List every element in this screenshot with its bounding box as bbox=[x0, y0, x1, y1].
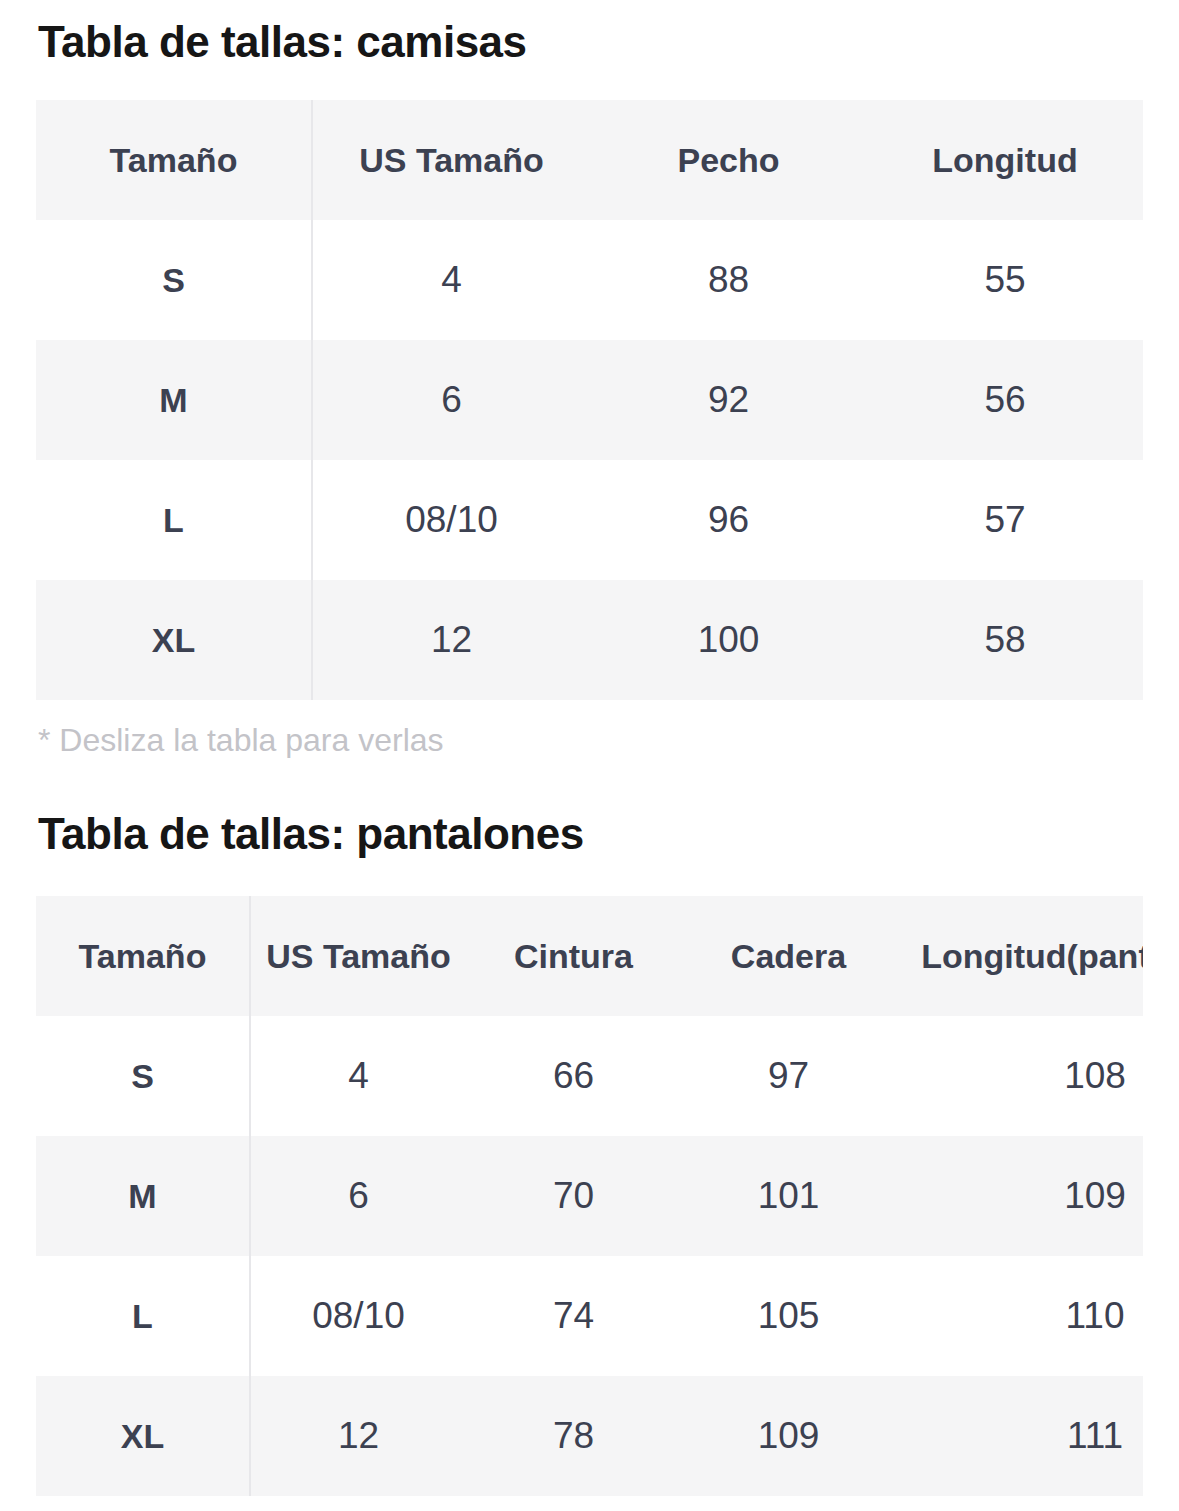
measurement-cell: 55 bbox=[867, 220, 1143, 340]
column-header: Tamaño bbox=[36, 100, 313, 220]
measurement-cell: 66 bbox=[466, 1016, 681, 1136]
size-label-cell: S bbox=[36, 1016, 251, 1136]
size-label-cell: XL bbox=[36, 1376, 251, 1496]
measurement-cell: 111 bbox=[896, 1376, 1143, 1496]
measurement-cell: 58 bbox=[867, 580, 1143, 700]
pants-table-scroll-area[interactable]: TamañoUS TamañoCinturaCaderaLongitud(pan… bbox=[36, 896, 1143, 1496]
size-label-cell: M bbox=[36, 1136, 251, 1256]
size-label-cell: L bbox=[36, 1256, 251, 1376]
measurement-cell: 74 bbox=[466, 1256, 681, 1376]
table-row: XL1210058 bbox=[36, 580, 1143, 700]
shirts-table-scroll-area[interactable]: TamañoUS TamañoPechoLongitudS48855M69256… bbox=[36, 100, 1143, 700]
measurement-cell: 6 bbox=[251, 1136, 466, 1256]
table-row: S48855 bbox=[36, 220, 1143, 340]
pants-section-title: Tabla de tallas: pantalones bbox=[38, 808, 1141, 860]
size-label-cell: L bbox=[36, 460, 313, 580]
table-row: M69256 bbox=[36, 340, 1143, 460]
measurement-cell: 96 bbox=[590, 460, 867, 580]
measurement-cell: 57 bbox=[867, 460, 1143, 580]
measurement-cell: 56 bbox=[867, 340, 1143, 460]
measurement-cell: 101 bbox=[681, 1136, 896, 1256]
measurement-cell: 100 bbox=[590, 580, 867, 700]
measurement-cell: 6 bbox=[313, 340, 590, 460]
measurement-cell: 105 bbox=[681, 1256, 896, 1376]
measurement-cell: 88 bbox=[590, 220, 867, 340]
measurement-cell: 108 bbox=[896, 1016, 1143, 1136]
table-row: XL1278109111 bbox=[36, 1376, 1143, 1496]
table-row: L08/1074105110 bbox=[36, 1256, 1143, 1376]
shirts-section-title: Tabla de tallas: camisas bbox=[38, 16, 1141, 68]
measurement-cell: 4 bbox=[251, 1016, 466, 1136]
pants-section: Tabla de tallas: pantalones TamañoUS Tam… bbox=[0, 808, 1179, 1496]
measurement-cell: 78 bbox=[466, 1376, 681, 1496]
size-label-cell: XL bbox=[36, 580, 313, 700]
table-row: S46697108 bbox=[36, 1016, 1143, 1136]
size-guide-page: Tabla de tallas: camisas TamañoUS Tamaño… bbox=[0, 0, 1179, 1511]
table-row: L08/109657 bbox=[36, 460, 1143, 580]
shirts-section: Tabla de tallas: camisas TamañoUS Tamaño… bbox=[0, 16, 1179, 759]
column-header: Longitud bbox=[867, 100, 1143, 220]
measurement-cell: 08/10 bbox=[313, 460, 590, 580]
column-header: Tamaño bbox=[36, 896, 251, 1016]
column-header: Cadera bbox=[681, 896, 896, 1016]
swipe-table-note: * Desliza la tabla para verlas bbox=[38, 722, 1141, 759]
size-label-cell: S bbox=[36, 220, 313, 340]
measurement-cell: 92 bbox=[590, 340, 867, 460]
column-header: Cintura bbox=[466, 896, 681, 1016]
column-header: US Tamaño bbox=[251, 896, 466, 1016]
shirts-size-table: TamañoUS TamañoPechoLongitudS48855M69256… bbox=[36, 100, 1143, 700]
pants-size-table: TamañoUS TamañoCinturaCaderaLongitud(pan… bbox=[36, 896, 1143, 1496]
column-header: Pecho bbox=[590, 100, 867, 220]
header-row: TamañoUS TamañoCinturaCaderaLongitud(pan… bbox=[36, 896, 1143, 1016]
column-header: US Tamaño bbox=[313, 100, 590, 220]
measurement-cell: 12 bbox=[313, 580, 590, 700]
table-row: M670101109 bbox=[36, 1136, 1143, 1256]
measurement-cell: 109 bbox=[896, 1136, 1143, 1256]
measurement-cell: 97 bbox=[681, 1016, 896, 1136]
measurement-cell: 109 bbox=[681, 1376, 896, 1496]
size-label-cell: M bbox=[36, 340, 313, 460]
measurement-cell: 110 bbox=[896, 1256, 1143, 1376]
column-header: Longitud(pantalones) bbox=[896, 896, 1143, 1016]
measurement-cell: 12 bbox=[251, 1376, 466, 1496]
measurement-cell: 4 bbox=[313, 220, 590, 340]
header-row: TamañoUS TamañoPechoLongitud bbox=[36, 100, 1143, 220]
measurement-cell: 08/10 bbox=[251, 1256, 466, 1376]
measurement-cell: 70 bbox=[466, 1136, 681, 1256]
